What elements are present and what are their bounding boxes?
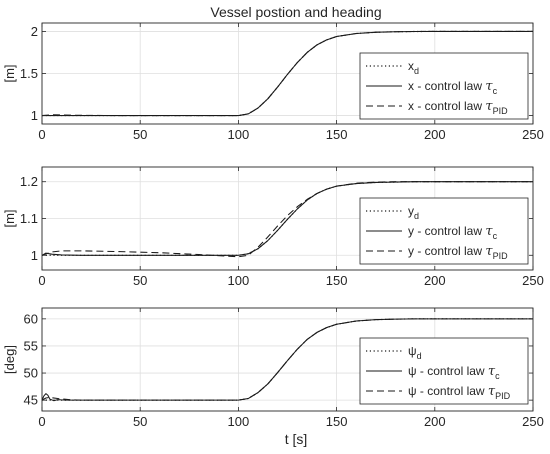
legend-entry: ψ - control law τc bbox=[408, 364, 500, 381]
y-tick-label: 1 bbox=[31, 248, 38, 263]
x-tick-label: 50 bbox=[133, 414, 147, 429]
y-tick-label: 1.2 bbox=[20, 174, 38, 189]
legend-entry: x - control law τc bbox=[408, 79, 498, 96]
x-tick-label: 150 bbox=[326, 414, 348, 429]
x-tick-label: 250 bbox=[522, 127, 544, 142]
y-tick-label: 1.5 bbox=[20, 66, 38, 81]
x-tick-label: 250 bbox=[522, 273, 544, 288]
x-tick-label: 100 bbox=[228, 127, 250, 142]
legend-entry: xd bbox=[408, 59, 419, 76]
y-tick-label: 45 bbox=[24, 393, 38, 408]
y-axis-label: [m] bbox=[2, 209, 17, 227]
x-tick-label: 150 bbox=[326, 273, 348, 288]
series-group bbox=[42, 318, 533, 402]
series-group bbox=[42, 181, 533, 258]
y-tick-label: 2 bbox=[31, 24, 38, 39]
subplot-heading: 0 50 100 150 200 250 45 50 55 60 [deg] ψd ψ - contro… bbox=[2, 307, 544, 429]
series-line-dashed bbox=[42, 30, 533, 117]
subplot-position-x: 0 50 100 150 200 250 1 1.5 2 [m] xd x - control law… bbox=[2, 22, 544, 142]
legend: xd x - control law τc x - control law τPID bbox=[359, 52, 529, 120]
series-group bbox=[42, 30, 533, 117]
x-axis-label: t [s] bbox=[285, 431, 308, 447]
y-axis-label: [deg] bbox=[2, 345, 17, 374]
figure-title: Vessel postion and heading bbox=[210, 4, 381, 20]
y-axis-label: [m] bbox=[2, 64, 17, 82]
series-line-solid bbox=[42, 30, 533, 117]
legend-entry: yd bbox=[408, 204, 419, 221]
y-tick-label: 1 bbox=[31, 108, 38, 123]
legend-entry: ψd bbox=[408, 344, 422, 361]
series-line-solid bbox=[42, 181, 533, 256]
x-tick-label: 0 bbox=[38, 273, 45, 288]
legend: ψd ψ - control law τc ψ - control law τPID bbox=[359, 337, 529, 405]
y-tick-label: 60 bbox=[24, 311, 38, 326]
legend-entry: y - control law τc bbox=[408, 224, 498, 241]
axes-frame bbox=[41, 307, 534, 412]
x-tick-label: 50 bbox=[133, 127, 147, 142]
y-tick-label: 50 bbox=[24, 366, 38, 381]
legend-entry: y - control law τPID bbox=[408, 244, 508, 261]
legend: yd y - control law τc y - control law τPID bbox=[359, 197, 529, 265]
x-tick-label: 0 bbox=[38, 127, 45, 142]
series-line-dashed bbox=[42, 181, 533, 258]
y-tick-label: 55 bbox=[24, 338, 38, 353]
legend-box bbox=[359, 337, 529, 405]
x-tick-label: 100 bbox=[228, 273, 250, 288]
legend-entry: ψ - control law τPID bbox=[408, 384, 511, 401]
series-line-dashed bbox=[42, 318, 533, 401]
x-tick-label: 50 bbox=[133, 273, 147, 288]
subplot-position-y: 0 50 100 150 200 250 1 1.1 1.2 [m] yd y - control l… bbox=[2, 166, 544, 288]
x-tick-label: 200 bbox=[424, 414, 446, 429]
x-tick-label: 250 bbox=[522, 414, 544, 429]
x-tick-label: 200 bbox=[424, 273, 446, 288]
y-tick-label: 1.1 bbox=[20, 211, 38, 226]
x-tick-label: 0 bbox=[38, 414, 45, 429]
legend-entry: x - control law τPID bbox=[408, 99, 508, 116]
x-tick-label: 100 bbox=[228, 414, 250, 429]
x-tick-label: 150 bbox=[326, 127, 348, 142]
x-tick-label: 200 bbox=[424, 127, 446, 142]
